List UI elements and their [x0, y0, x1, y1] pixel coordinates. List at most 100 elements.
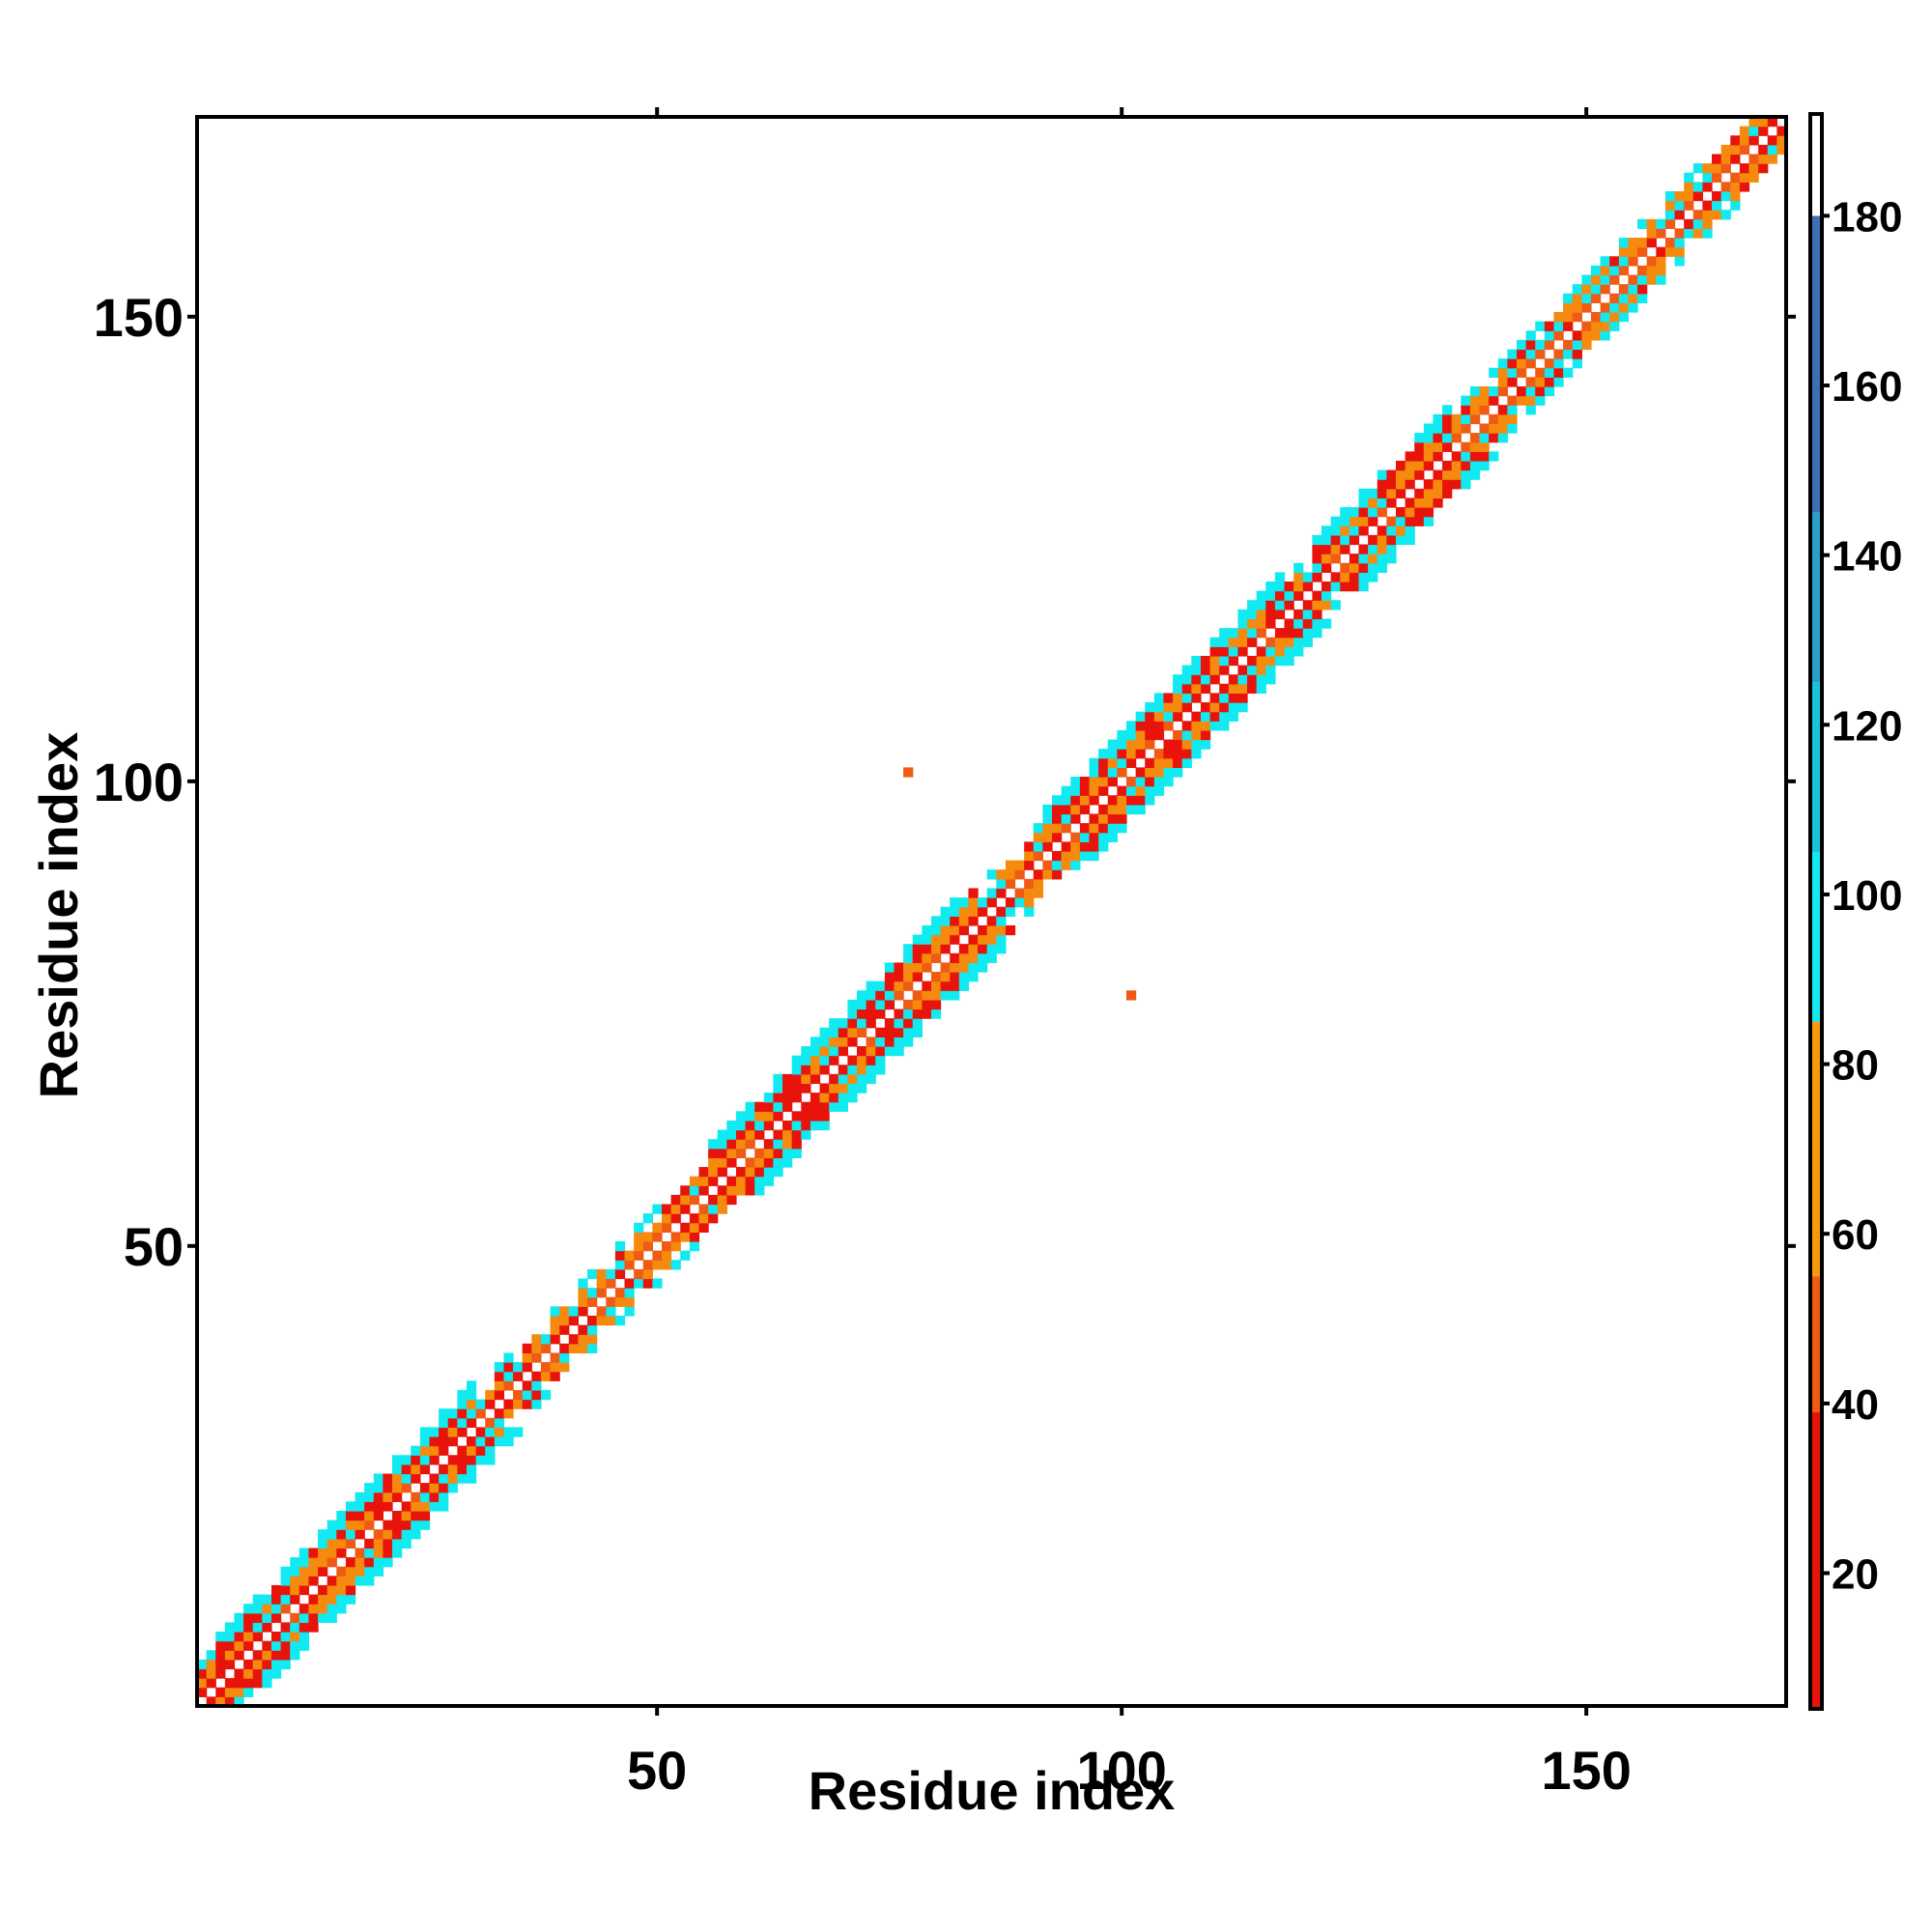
heatmap-cell [1525, 385, 1536, 397]
heatmap-cell [1163, 777, 1174, 787]
heatmap-cell [1079, 832, 1091, 842]
heatmap-cell [1525, 377, 1536, 387]
heatmap-cell [745, 1185, 755, 1196]
heatmap-cell [1321, 590, 1332, 601]
heatmap-cell [419, 1436, 431, 1447]
heatmap-cell [1395, 479, 1406, 490]
heatmap-cell [327, 1576, 337, 1586]
heatmap-cell [1572, 349, 1582, 359]
heatmap-cell [1173, 757, 1183, 768]
heatmap-cell [531, 1334, 542, 1345]
heatmap-cell [411, 1463, 421, 1475]
heatmap-cell [522, 1352, 532, 1363]
heatmap-cell [494, 1417, 505, 1428]
heatmap-cell [1497, 423, 1508, 434]
heatmap-cell [243, 1659, 254, 1670]
heatmap-cell [1368, 507, 1378, 518]
heatmap-cell [457, 1427, 468, 1437]
heatmap-cell [1618, 293, 1630, 303]
heatmap-cell [773, 1073, 783, 1085]
heatmap-cell [373, 1538, 384, 1549]
heatmap-cell [1228, 693, 1239, 703]
heatmap-cell [429, 1501, 440, 1512]
y-tick-label: 50 [124, 1216, 184, 1277]
heatmap-cell [819, 1045, 830, 1057]
heatmap-cell [829, 1055, 839, 1065]
heatmap-cell [1033, 888, 1044, 898]
heatmap-cell [708, 1148, 719, 1159]
heatmap-cell [568, 1315, 580, 1326]
heatmap-cell [280, 1632, 291, 1642]
heatmap-cell [1507, 395, 1518, 406]
heatmap-cell [763, 1111, 775, 1122]
heatmap-cell [1377, 554, 1387, 564]
heatmap-cell [652, 1278, 663, 1289]
heatmap-cell [894, 990, 904, 1001]
heatmap-cell [1525, 330, 1536, 341]
heatmap-cell [1628, 293, 1638, 303]
heatmap-cell [1135, 795, 1146, 806]
heatmap-cell [930, 990, 942, 1001]
heatmap-cell [596, 1268, 607, 1280]
heatmap-cell [1237, 637, 1248, 647]
heatmap-cell [1265, 590, 1276, 601]
heatmap-cell [466, 1473, 477, 1484]
heatmap-cell [596, 1315, 607, 1326]
colorbar-tick-label: 20 [1832, 1550, 1879, 1598]
heatmap-cell [345, 1557, 356, 1568]
heatmap-cell [894, 1009, 904, 1019]
heatmap-cell [1033, 869, 1044, 880]
heatmap-cell [1005, 897, 1016, 908]
heatmap-cell [903, 1009, 914, 1019]
heatmap-cell [782, 1157, 793, 1168]
heatmap-cell [318, 1548, 328, 1558]
heatmap-cell [1219, 646, 1230, 657]
heatmap-cell [1349, 572, 1360, 582]
heatmap-cell [1247, 665, 1258, 675]
heatmap-cell [1395, 469, 1406, 480]
heatmap-cell [670, 1241, 681, 1252]
heatmap-cell [503, 1371, 514, 1381]
heatmap-cell [1507, 413, 1518, 425]
heatmap-cell [318, 1566, 328, 1577]
heatmap-cell [1274, 646, 1286, 657]
heatmap-cell [652, 1260, 663, 1270]
heatmap-cell [1433, 497, 1443, 508]
heatmap-cell [1451, 479, 1462, 490]
y-axis: 50 100 150 [94, 287, 1796, 1277]
heatmap-cell [1079, 841, 1091, 852]
heatmap-cell [392, 1538, 403, 1549]
heatmap-cell [1098, 832, 1109, 842]
heatmap-cell [494, 1371, 505, 1381]
heatmap-cell [1247, 655, 1258, 667]
heatmap-cell [1479, 385, 1490, 397]
heatmap-cell [634, 1250, 644, 1261]
heatmap-cell [1256, 674, 1266, 685]
heatmap-cell [522, 1343, 532, 1354]
heatmap-cell [290, 1612, 300, 1624]
heatmap-cell [1730, 182, 1741, 192]
heatmap-cell [1377, 507, 1387, 518]
heatmap-cell [791, 1139, 802, 1150]
heatmap-cell [587, 1334, 598, 1345]
heatmap-cell [383, 1483, 393, 1493]
heatmap-cell [1461, 395, 1471, 406]
heatmap-cell [1181, 721, 1192, 731]
heatmap-cell [252, 1668, 263, 1679]
heatmap-cell [1563, 349, 1574, 359]
heatmap-cell [875, 1055, 886, 1065]
heatmap-cell [290, 1650, 300, 1661]
heatmap-cell [1358, 526, 1369, 536]
heatmap-cell [355, 1548, 365, 1558]
heatmap-cell [847, 1073, 858, 1085]
heatmap-cell [1163, 702, 1174, 713]
heatmap-cell [996, 944, 1007, 954]
heatmap-cell [680, 1194, 691, 1206]
heatmap-cell [986, 944, 997, 954]
heatmap-cell [1005, 869, 1016, 880]
heatmap-cell [1590, 274, 1602, 285]
heatmap-cell [1125, 749, 1137, 759]
heatmap-cell [1637, 246, 1648, 257]
colorbar-segment [1810, 1021, 1822, 1277]
heatmap-cell [318, 1529, 328, 1540]
